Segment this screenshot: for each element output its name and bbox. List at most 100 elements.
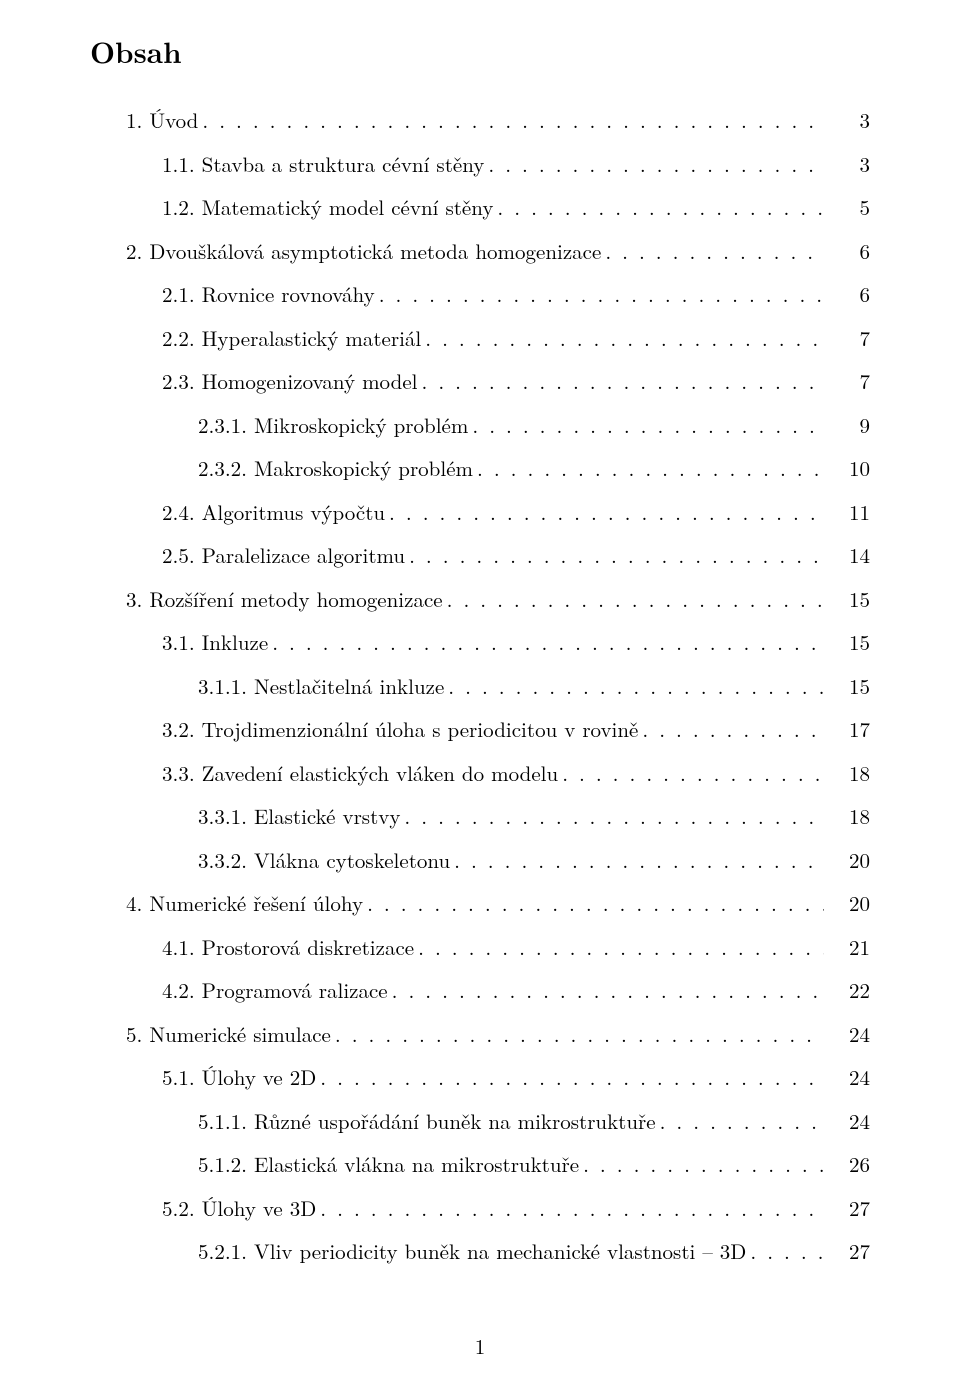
toc-label: 2.1. Rovnice rovnováhy xyxy=(162,284,375,305)
toc-leader-dots xyxy=(389,502,824,523)
toc-page-number: 3 xyxy=(828,154,870,175)
toc-leader-dots xyxy=(425,328,824,349)
toc-leader-dots xyxy=(477,458,824,479)
toc-label: 3.3. Zavedení elastických vláken do mode… xyxy=(162,763,558,784)
toc-entry[interactable]: 5. Numerické simulace 24 xyxy=(90,1024,870,1045)
toc-entry[interactable]: 2.2. Hyperalastický materiál7 xyxy=(90,328,870,349)
page-number: 1 xyxy=(0,1331,960,1361)
toc-leader-dots xyxy=(562,763,824,784)
toc-page-number: 9 xyxy=(828,415,870,436)
toc-page-number: 27 xyxy=(828,1241,870,1262)
toc-page-number: 18 xyxy=(828,806,870,827)
toc-entry[interactable]: 2.4. Algoritmus výpočtu 11 xyxy=(90,502,870,523)
toc-page-number: 15 xyxy=(828,589,870,610)
toc-entry[interactable]: 3.1.1. Nestlačitelná inkluze15 xyxy=(90,676,870,697)
toc-page-number: 20 xyxy=(828,850,870,871)
toc-entry[interactable]: 2.3. Homogenizovaný model7 xyxy=(90,371,870,392)
toc-label: 5.1. Úlohy ve 2D xyxy=(162,1067,316,1088)
toc-leader-dots xyxy=(202,110,824,131)
page: Obsah 1. Úvod3 1.1. Stavba a struktura cé… xyxy=(0,0,960,1391)
toc-page-number: 20 xyxy=(828,893,870,914)
toc-entry[interactable]: 2. Dvouškálová asymptotická metoda homog… xyxy=(90,241,870,262)
toc-label: 4. Numerické řešení úlohy xyxy=(126,893,363,914)
toc-leader-dots xyxy=(379,284,824,305)
toc-leader-dots xyxy=(497,197,824,218)
toc-entry[interactable]: 4. Numerické řešení úlohy 20 xyxy=(90,893,870,914)
toc-page-number: 6 xyxy=(828,241,870,262)
toc-entry[interactable]: 2.3.1. Mikroskopický problém 9 xyxy=(90,415,870,436)
toc-label: 2.5. Paralelizace algoritmu xyxy=(162,545,405,566)
toc-page-number: 11 xyxy=(828,502,870,523)
toc-entry[interactable]: 2.3.2. Makroskopický problém 10 xyxy=(90,458,870,479)
toc-label: 1.1. Stavba a struktura cévní stěny xyxy=(162,154,484,175)
toc-entry[interactable]: 5.2.1. Vliv periodicity buněk na mechani… xyxy=(90,1241,870,1262)
toc-leader-dots xyxy=(605,241,824,262)
toc-list: 1. Úvod3 1.1. Stavba a struktura cévní st… xyxy=(90,110,870,1262)
toc-entry[interactable]: 3. Rozšíření metody homogenizace15 xyxy=(90,589,870,610)
toc-leader-dots xyxy=(404,806,824,827)
toc-leader-dots xyxy=(272,632,824,653)
toc-label: 3.2. Trojdimenzionální úloha s periodici… xyxy=(162,719,638,740)
toc-entry[interactable]: 1.2. Matematický model cévní stěny 5 xyxy=(90,197,870,218)
toc-page-number: 18 xyxy=(828,763,870,784)
toc-entry[interactable]: 5.1.2. Elastická vlákna na mikrostruktuř… xyxy=(90,1154,870,1175)
toc-entry[interactable]: 4.1. Prostorová diskretizace 21 xyxy=(90,937,870,958)
toc-label: 3.1. Inkluze xyxy=(162,632,268,653)
toc-label: 2.4. Algoritmus výpočtu xyxy=(162,502,385,523)
toc-entry[interactable]: 3.3.1. Elastické vrstvy 18 xyxy=(90,806,870,827)
toc-leader-dots xyxy=(448,676,824,697)
toc-title: Obsah xyxy=(90,30,870,72)
toc-page-number: 24 xyxy=(828,1111,870,1132)
toc-entry[interactable]: 5.1. Úlohy ve 2D 24 xyxy=(90,1067,870,1088)
toc-entry[interactable]: 2.1. Rovnice rovnováhy6 xyxy=(90,284,870,305)
toc-leader-dots xyxy=(418,937,824,958)
toc-entry[interactable]: 5.1.1. Různé uspořádání buněk na mikrost… xyxy=(90,1111,870,1132)
toc-leader-dots xyxy=(367,893,824,914)
toc-label: 5.1.1. Různé uspořádání buněk na mikrost… xyxy=(198,1111,656,1132)
toc-page-number: 27 xyxy=(828,1198,870,1219)
toc-page-number: 3 xyxy=(828,110,870,131)
toc-entry[interactable]: 4.2. Programová ralizace22 xyxy=(90,980,870,1001)
toc-label: 5.2. Úlohy ve 3D xyxy=(162,1198,316,1219)
toc-page-number: 15 xyxy=(828,676,870,697)
toc-page-number: 5 xyxy=(828,197,870,218)
toc-leader-dots xyxy=(447,589,824,610)
toc-leader-dots xyxy=(335,1024,824,1045)
toc-label: 2.3. Homogenizovaný model xyxy=(162,371,418,392)
toc-page-number: 24 xyxy=(828,1067,870,1088)
toc-entry[interactable]: 3.3.2. Vlákna cytoskeletonu 20 xyxy=(90,850,870,871)
toc-page-number: 21 xyxy=(828,937,870,958)
toc-leader-dots xyxy=(472,415,824,436)
toc-entry[interactable]: 3.2. Trojdimenzionální úloha s periodici… xyxy=(90,719,870,740)
toc-leader-dots xyxy=(660,1111,824,1132)
toc-label: 4.1. Prostorová diskretizace xyxy=(162,937,414,958)
toc-leader-dots xyxy=(409,545,824,566)
toc-label: 5. Numerické simulace xyxy=(126,1024,331,1045)
toc-label: 2.3.2. Makroskopický problém xyxy=(198,458,473,479)
toc-entry[interactable]: 3.1. Inkluze 15 xyxy=(90,632,870,653)
toc-label: 1.2. Matematický model cévní stěny xyxy=(162,197,493,218)
toc-label: 5.2.1. Vliv periodicity buněk na mechani… xyxy=(198,1241,746,1262)
toc-page-number: 26 xyxy=(828,1154,870,1175)
toc-entry[interactable]: 2.5. Paralelizace algoritmu 14 xyxy=(90,545,870,566)
toc-label: 2.3.1. Mikroskopický problém xyxy=(198,415,468,436)
toc-entry[interactable]: 3.3. Zavedení elastických vláken do mode… xyxy=(90,763,870,784)
toc-label: 2. Dvouškálová asymptotická metoda homog… xyxy=(126,241,601,262)
toc-entry[interactable]: 5.2. Úlohy ve 3D 27 xyxy=(90,1198,870,1219)
toc-page-number: 24 xyxy=(828,1024,870,1045)
toc-leader-dots xyxy=(488,154,824,175)
toc-entry[interactable]: 1.1. Stavba a struktura cévní stěny 3 xyxy=(90,154,870,175)
toc-leader-dots xyxy=(750,1241,824,1262)
toc-leader-dots xyxy=(583,1154,824,1175)
toc-page-number: 14 xyxy=(828,545,870,566)
toc-label: 3.3.1. Elastické vrstvy xyxy=(198,806,400,827)
toc-leader-dots xyxy=(392,980,824,1001)
toc-page-number: 15 xyxy=(828,632,870,653)
toc-leader-dots xyxy=(320,1067,824,1088)
toc-page-number: 7 xyxy=(828,328,870,349)
toc-leader-dots xyxy=(454,850,824,871)
toc-page-number: 10 xyxy=(828,458,870,479)
toc-entry[interactable]: 1. Úvod3 xyxy=(90,110,870,131)
toc-label: 3.3.2. Vlákna cytoskeletonu xyxy=(198,850,450,871)
toc-label: 4.2. Programová ralizace xyxy=(162,980,388,1001)
